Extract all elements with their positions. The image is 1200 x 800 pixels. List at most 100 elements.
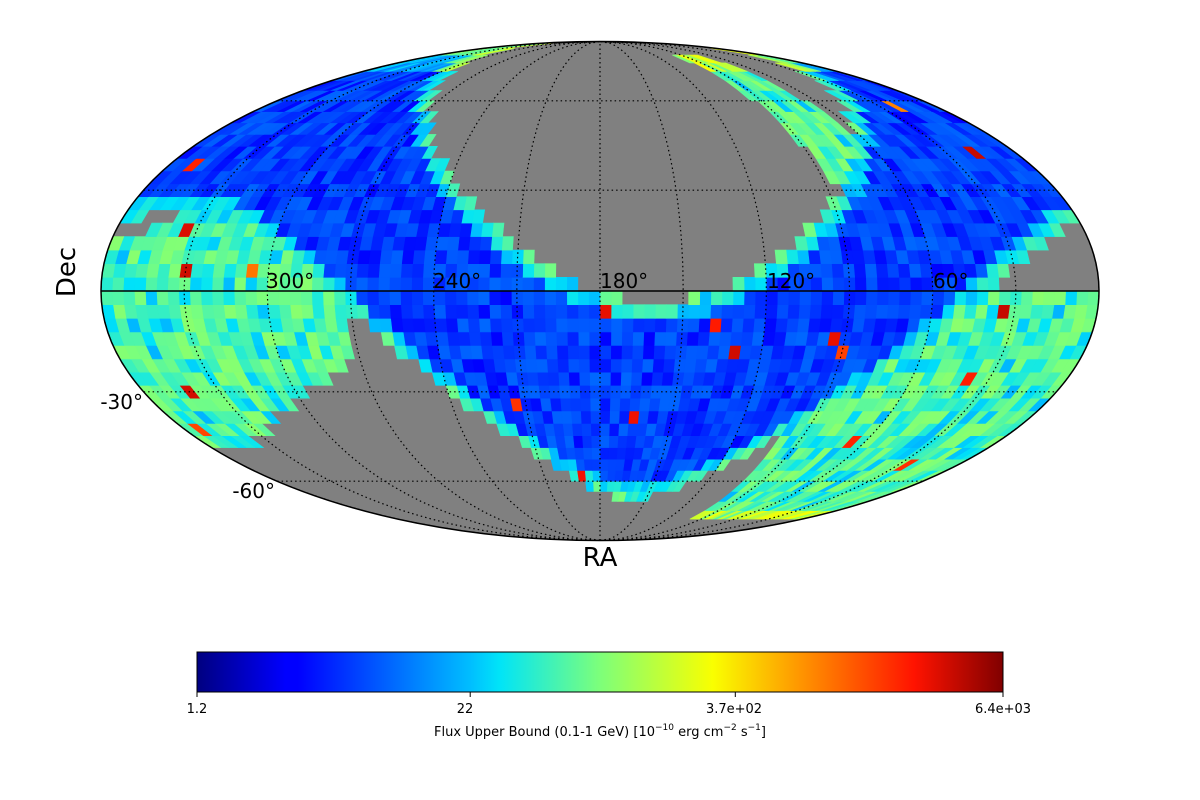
flux-pixel — [367, 263, 380, 278]
flux-pixel — [599, 290, 612, 306]
flux-pixel — [665, 304, 678, 319]
flux-pixel — [145, 276, 158, 292]
flux-pixel — [642, 331, 656, 346]
flux-pixel — [466, 290, 479, 306]
flux-pixel — [379, 249, 393, 265]
flux-pixel — [222, 290, 235, 306]
flux-pixel — [643, 317, 656, 333]
flux-pixel — [300, 290, 313, 306]
flux-pixel — [167, 304, 182, 319]
flux-pixel — [255, 290, 269, 306]
flux-pixel — [555, 317, 568, 333]
flux-pixel — [233, 290, 247, 306]
flux-pixel — [1018, 304, 1033, 319]
flux-pixel — [200, 276, 213, 292]
flux-pixel — [662, 358, 676, 373]
flux-pixel — [820, 263, 833, 278]
flux-pixel — [579, 397, 591, 412]
flux-pixel — [501, 331, 514, 346]
flux-pixel — [577, 304, 590, 319]
flux-pixel — [1053, 290, 1067, 306]
flux-pixel — [588, 304, 601, 319]
flux-pixel — [503, 358, 517, 373]
flux-pixel — [776, 304, 789, 319]
flux-pixel — [377, 290, 390, 306]
flux-pixel — [522, 304, 535, 319]
flux-pixel — [764, 304, 778, 319]
flux-pixel — [446, 331, 460, 346]
flux-pixel — [743, 290, 756, 306]
flux-pixel — [821, 276, 834, 292]
flux-pixel — [568, 371, 580, 386]
flux-pixel — [534, 331, 547, 346]
flux-pixel — [256, 304, 270, 319]
flux-pixel — [818, 249, 832, 265]
flux-pixel — [560, 410, 573, 424]
flux-pixel — [688, 290, 701, 306]
flux-pixel — [546, 358, 559, 373]
flux-pixel — [178, 276, 191, 292]
flux-pixel — [223, 304, 237, 319]
flux-pixel — [580, 410, 591, 424]
flux-pixel — [211, 290, 224, 306]
flux-pixel — [853, 304, 867, 319]
flux-pixel — [996, 263, 1011, 278]
flux-pixel — [479, 236, 493, 251]
flux-pixel — [665, 317, 678, 333]
flux-pixel — [810, 290, 823, 306]
flux-pixel — [569, 397, 581, 412]
flux-pixel — [919, 304, 933, 319]
flux-pixel — [807, 249, 821, 265]
flux-pixel — [652, 358, 665, 373]
flux-pixel — [545, 345, 558, 360]
flux-pixel — [468, 236, 482, 251]
flux-pixel — [266, 290, 280, 306]
flux-pixel — [704, 358, 718, 373]
flux-pixel — [544, 317, 557, 333]
flux-pixel — [456, 249, 470, 265]
ra-tick-label: 240° — [433, 269, 481, 293]
flux-pixel — [953, 290, 967, 306]
flux-pixel — [985, 304, 999, 319]
flux-pixel — [477, 304, 491, 319]
flux-pixel — [377, 276, 390, 292]
flux-pixel — [751, 331, 765, 346]
flux-pixel — [632, 317, 645, 333]
flux-pixel — [145, 222, 163, 237]
flux-pixel — [864, 263, 878, 278]
flux-pixel — [591, 470, 601, 482]
flux-pixel — [488, 304, 502, 319]
flux-pixel — [278, 304, 292, 319]
flux-pixel — [455, 290, 468, 306]
flux-pixel — [639, 384, 652, 399]
flux-pixel — [835, 100, 864, 112]
flux-pixel — [522, 249, 535, 265]
flux-pixel — [630, 371, 643, 386]
colorbar-tick-label: 22 — [457, 702, 474, 717]
flux-pixel — [583, 458, 593, 471]
flux-pixel — [101, 276, 114, 292]
flux-pixel — [445, 317, 459, 333]
flux-pixel — [930, 304, 944, 319]
flux-pixel — [580, 423, 592, 437]
colorbar-gradient — [196, 651, 1004, 693]
flux-pixel — [533, 290, 545, 306]
flux-pixel — [610, 317, 623, 333]
flux-pixel — [627, 410, 640, 424]
flux-pixel — [333, 304, 347, 319]
flux-pixel — [322, 304, 336, 319]
flux-pixel — [694, 358, 708, 373]
flux-pixel — [501, 236, 514, 251]
flux-pixel — [101, 290, 114, 306]
flux-pixel — [831, 263, 844, 278]
flux-pixel — [753, 263, 767, 278]
flux-pixel — [491, 222, 505, 237]
flux-pixel — [311, 290, 324, 306]
flux-pixel — [572, 435, 584, 448]
flux-pixel — [366, 276, 379, 292]
flux-pixel — [774, 317, 788, 333]
flux-pixel — [491, 345, 505, 360]
flux-pixel — [763, 317, 777, 333]
flux-pixel — [589, 371, 601, 386]
flux-pixel — [610, 304, 623, 319]
